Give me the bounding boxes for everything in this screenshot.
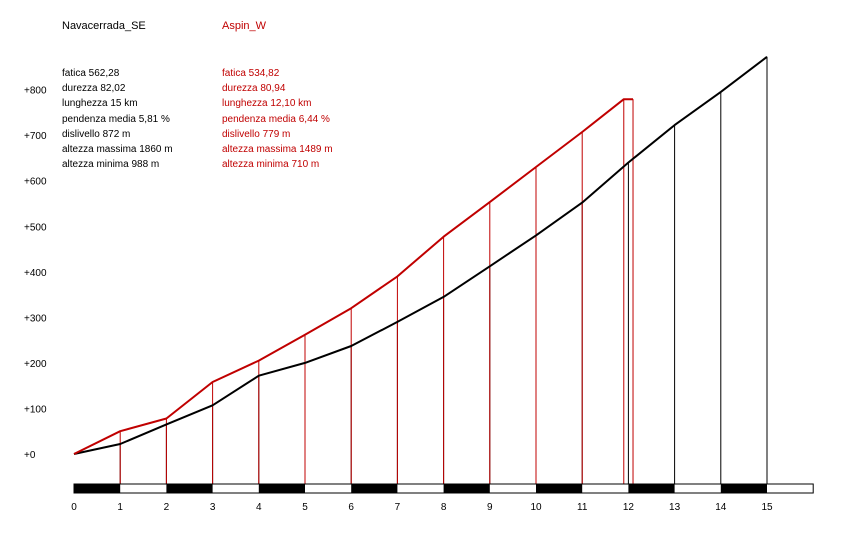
y-tick-label-400: +400 — [24, 268, 47, 279]
y-tick-label-600: +600 — [24, 177, 47, 188]
climb1-stat-lunghezza: lunghezza 15 km — [62, 98, 138, 110]
x-tick-label-14: 14 — [715, 502, 727, 513]
x-tick-label-1: 1 — [117, 502, 123, 513]
climb1-title: Navacerrada_SE — [62, 20, 146, 32]
distance-scale-bar — [73, 483, 814, 494]
scale-bar-block-6 — [351, 484, 398, 493]
y-tick-label-0: +0 — [24, 450, 36, 461]
x-tick-label-0: 0 — [71, 502, 77, 513]
climb1-stat-dislivello: dislivello 872 m — [62, 128, 131, 140]
climb2-stat-durezza: durezza 80,94 — [222, 83, 286, 95]
x-tick-label-12: 12 — [623, 502, 635, 513]
scale-bar-block-10 — [536, 484, 583, 493]
climb1-stat-pendenza: pendenza media 5,81 % — [62, 113, 170, 125]
scale-bar-block-12 — [628, 484, 675, 493]
y-tick-labels: +0 +100 +200 +300 +400 +500 +600 +700 +800 — [24, 86, 47, 461]
climb1-stat-fatica: fatica 562,28 — [62, 68, 120, 79]
x-tick-labels: 0 1 2 3 4 5 6 7 8 9 10 11 12 13 14 15 — [71, 502, 773, 513]
x-tick-label-11: 11 — [577, 502, 588, 513]
climb1-stat-altezza-minima: altezza minima 988 m — [62, 159, 160, 171]
climb2-stats: fatica 534,82 durezza 80,94 lunghezza 12… — [222, 66, 333, 172]
x-tick-label-5: 5 — [302, 502, 308, 513]
scale-bar-block-4 — [258, 484, 305, 493]
x-tick-label-7: 7 — [395, 502, 401, 513]
series-lines — [73, 56, 768, 455]
climb2-stat-fatica: fatica 534,82 — [222, 68, 280, 79]
x-tick-label-15: 15 — [761, 502, 773, 513]
y-tick-label-500: +500 — [24, 222, 47, 233]
series-line-1 — [73, 56, 768, 455]
climb2-stat-pendenza: pendenza media 6,44 % — [222, 113, 330, 125]
climb2-stat-altezza-massima: altezza massima 1489 m — [222, 144, 333, 156]
x-tick-label-8: 8 — [441, 502, 447, 513]
x-tick-label-9: 9 — [487, 502, 493, 513]
y-tick-label-300: +300 — [24, 313, 47, 324]
x-tick-label-10: 10 — [530, 502, 542, 513]
climb1-stat-durezza: durezza 82,02 — [62, 83, 126, 95]
drop-lines — [119, 56, 768, 484]
y-tick-label-800: +800 — [24, 86, 47, 97]
x-tick-label-4: 4 — [256, 502, 262, 513]
y-tick-label-200: +200 — [24, 359, 47, 370]
x-tick-label-6: 6 — [348, 502, 354, 513]
climb1-stat-altezza-massima: altezza massima 1860 m — [62, 144, 173, 156]
x-tick-label-13: 13 — [669, 502, 681, 513]
climb2-stat-lunghezza: lunghezza 12,10 km — [222, 98, 312, 110]
climb2-stat-altezza-minima: altezza minima 710 m — [222, 159, 320, 171]
scale-bar-block-0 — [74, 484, 121, 493]
x-tick-label-3: 3 — [210, 502, 216, 513]
scale-bar-block-2 — [166, 484, 213, 493]
climb1-stats: fatica 562,28 durezza 82,02 lunghezza 15… — [62, 66, 173, 172]
y-tick-label-100: +100 — [24, 404, 47, 415]
scale-bar-block-14 — [720, 484, 767, 493]
y-tick-label-700: +700 — [24, 131, 47, 142]
x-tick-label-2: 2 — [164, 502, 170, 513]
climb2-stat-dislivello: dislivello 779 m — [222, 128, 291, 140]
series-line-2 — [73, 98, 633, 455]
climb2-title: Aspin_W — [222, 20, 267, 32]
scale-bar-block-8 — [443, 484, 490, 493]
